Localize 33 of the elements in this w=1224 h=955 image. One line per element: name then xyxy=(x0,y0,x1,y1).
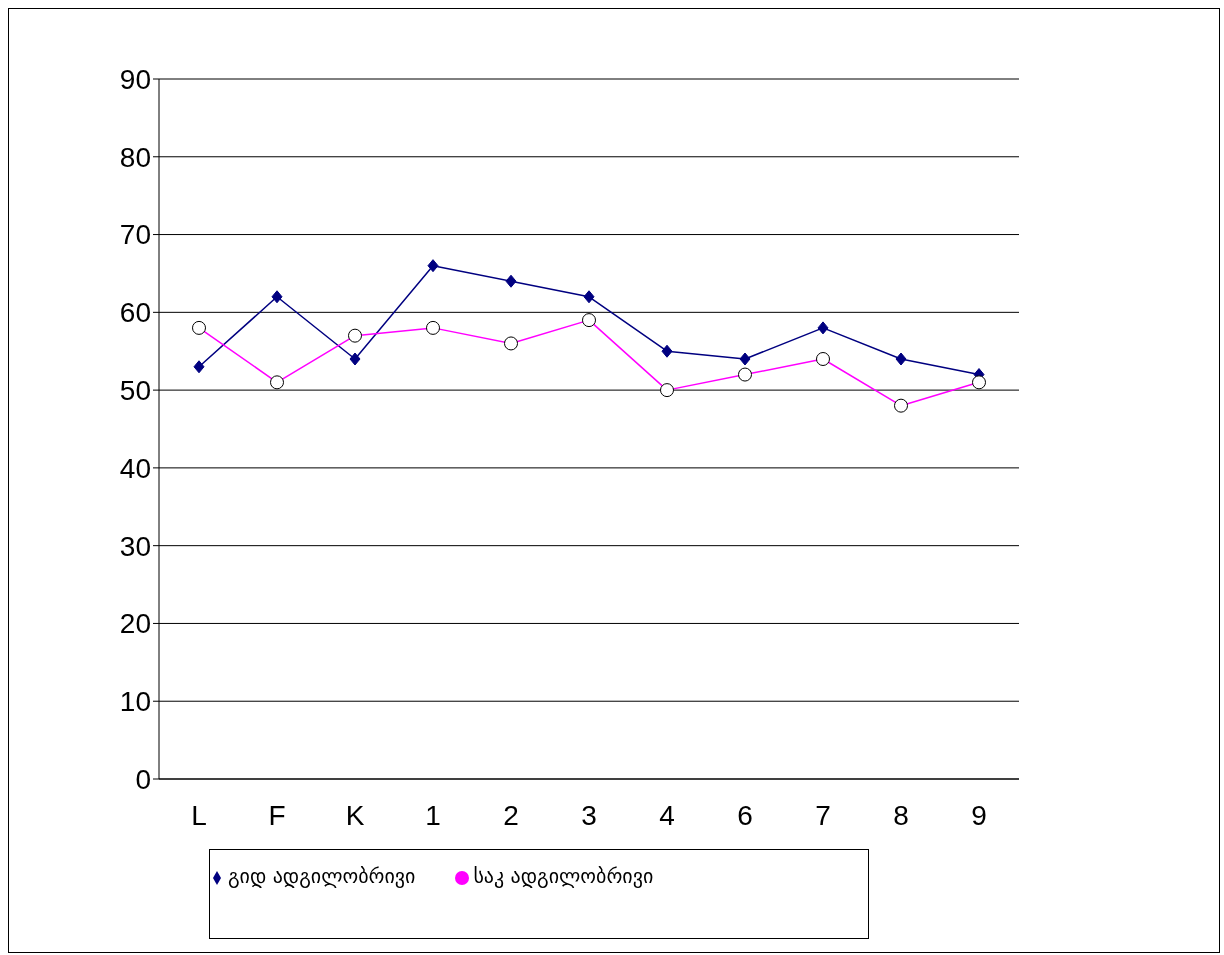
y-tick-label: 30 xyxy=(119,530,151,562)
point xyxy=(427,259,439,273)
x-tick-label: 9 xyxy=(971,799,987,831)
x-tick-label: L xyxy=(191,799,207,831)
point xyxy=(895,352,907,366)
legend-label: საკ ადგილობრივი xyxy=(473,864,654,888)
y-tick-label: 40 xyxy=(119,452,151,484)
x-tick-label: F xyxy=(268,799,286,831)
y-tick-label: 10 xyxy=(119,686,151,718)
point xyxy=(271,290,283,304)
x-tick-label: 4 xyxy=(659,799,675,831)
legend-label: გიდ ადგილობრივი xyxy=(228,864,416,888)
x-tick-label: 6 xyxy=(737,799,753,831)
point xyxy=(817,321,829,335)
y-tick-label: 90 xyxy=(119,63,151,95)
y-tick-label: 80 xyxy=(119,141,151,173)
y-tick-label: 60 xyxy=(119,297,151,329)
y-tick-label: 0 xyxy=(135,763,151,795)
y-tick-label: 70 xyxy=(119,219,151,251)
point xyxy=(583,290,595,304)
point xyxy=(349,352,361,366)
x-tick-label: 2 xyxy=(503,799,519,831)
point xyxy=(739,352,751,366)
y-tick-label: 50 xyxy=(119,375,151,407)
x-tick-label: 1 xyxy=(425,799,441,831)
point xyxy=(193,360,205,374)
point xyxy=(505,274,517,288)
point xyxy=(661,344,673,358)
x-tick-label: 8 xyxy=(893,799,909,831)
x-tick-label: K xyxy=(345,799,365,831)
y-tick-label: 20 xyxy=(119,608,151,640)
x-tick-label: 3 xyxy=(581,799,597,831)
x-tick-label: 7 xyxy=(815,799,831,831)
